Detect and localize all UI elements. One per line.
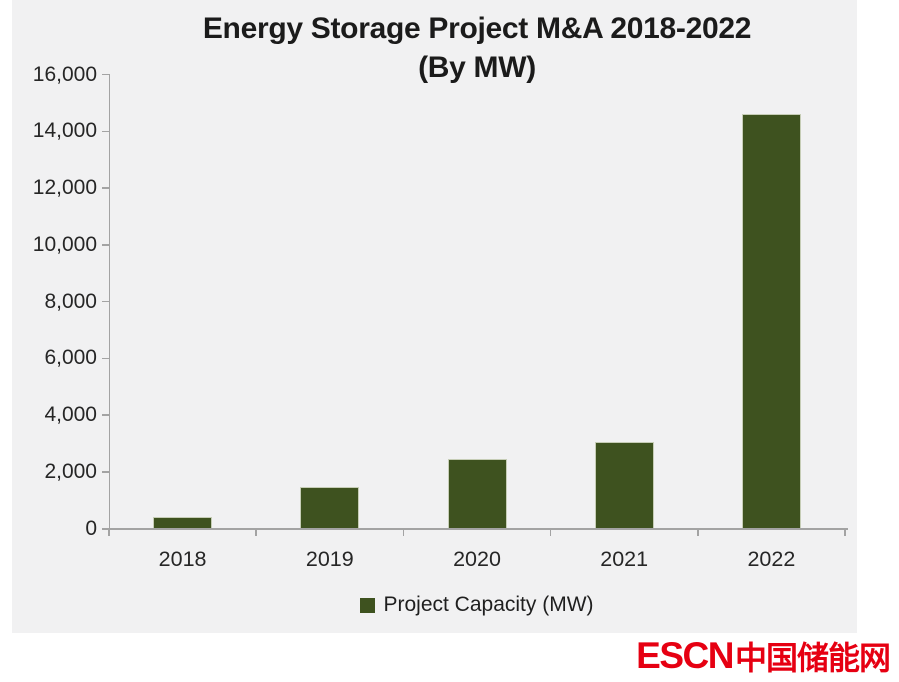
bar-2019 <box>300 487 360 529</box>
y-tick-mark <box>102 471 109 473</box>
x-tick-label: 2018 <box>158 546 207 571</box>
y-tick-label: 12,000 <box>32 176 97 199</box>
x-axis-line <box>102 527 848 530</box>
y-tick-label: 8,000 <box>44 289 97 313</box>
bar-2020 <box>447 458 507 529</box>
x-tick-mark <box>402 528 405 536</box>
y-tick-mark <box>102 73 109 76</box>
bar-2022 <box>741 114 801 529</box>
x-tick-mark <box>108 528 110 536</box>
x-tick-mark <box>255 528 257 536</box>
x-tick-label: 2019 <box>305 546 354 571</box>
chart-title-line2: (By MW) <box>418 51 536 84</box>
legend-label: Project Capacity (MW) <box>383 593 594 616</box>
y-tick-label: 14,000 <box>32 119 97 143</box>
bar-2021 <box>594 441 654 529</box>
y-tick-mark <box>102 244 109 246</box>
y-tick-mark <box>102 300 109 303</box>
bar-2018 <box>153 517 213 529</box>
y-tick-label: 4,000 <box>44 403 97 426</box>
y-tick-mark <box>102 414 109 416</box>
x-tick-label: 2022 <box>747 546 796 571</box>
y-tick-label: 6,000 <box>44 346 97 370</box>
x-tick-label: 2021 <box>600 546 649 571</box>
chart-image: Energy Storage Project M&A 2018-2022 (By… <box>12 0 857 633</box>
x-tick-mark <box>697 528 699 536</box>
y-tick-label: 16,000 <box>32 62 97 86</box>
escn-logo-chinese: 中国储能网 <box>734 640 891 676</box>
y-axis-line <box>108 74 110 529</box>
legend: Project Capacity (MW) <box>109 592 845 618</box>
chart-title: Energy Storage Project M&A 2018-2022 (By… <box>109 9 845 87</box>
y-tick-mark <box>102 130 109 132</box>
x-tick-label: 2020 <box>453 546 501 571</box>
y-tick-label: 0 <box>85 516 97 540</box>
y-tick-label: 10,000 <box>32 232 97 256</box>
escn-logo: ESCN 中国储能网 <box>636 634 891 678</box>
legend-swatch-icon <box>360 597 376 613</box>
y-tick-mark <box>102 357 109 359</box>
escn-logo-latin: ESCN <box>636 635 734 676</box>
x-tick-mark <box>844 528 846 536</box>
chart-title-line1: Energy Storage Project M&A 2018-2022 <box>202 12 752 45</box>
x-tick-mark <box>549 528 552 536</box>
y-tick-mark <box>102 187 109 189</box>
y-tick-label: 2,000 <box>44 459 97 483</box>
y-tick-mark <box>102 527 109 530</box>
